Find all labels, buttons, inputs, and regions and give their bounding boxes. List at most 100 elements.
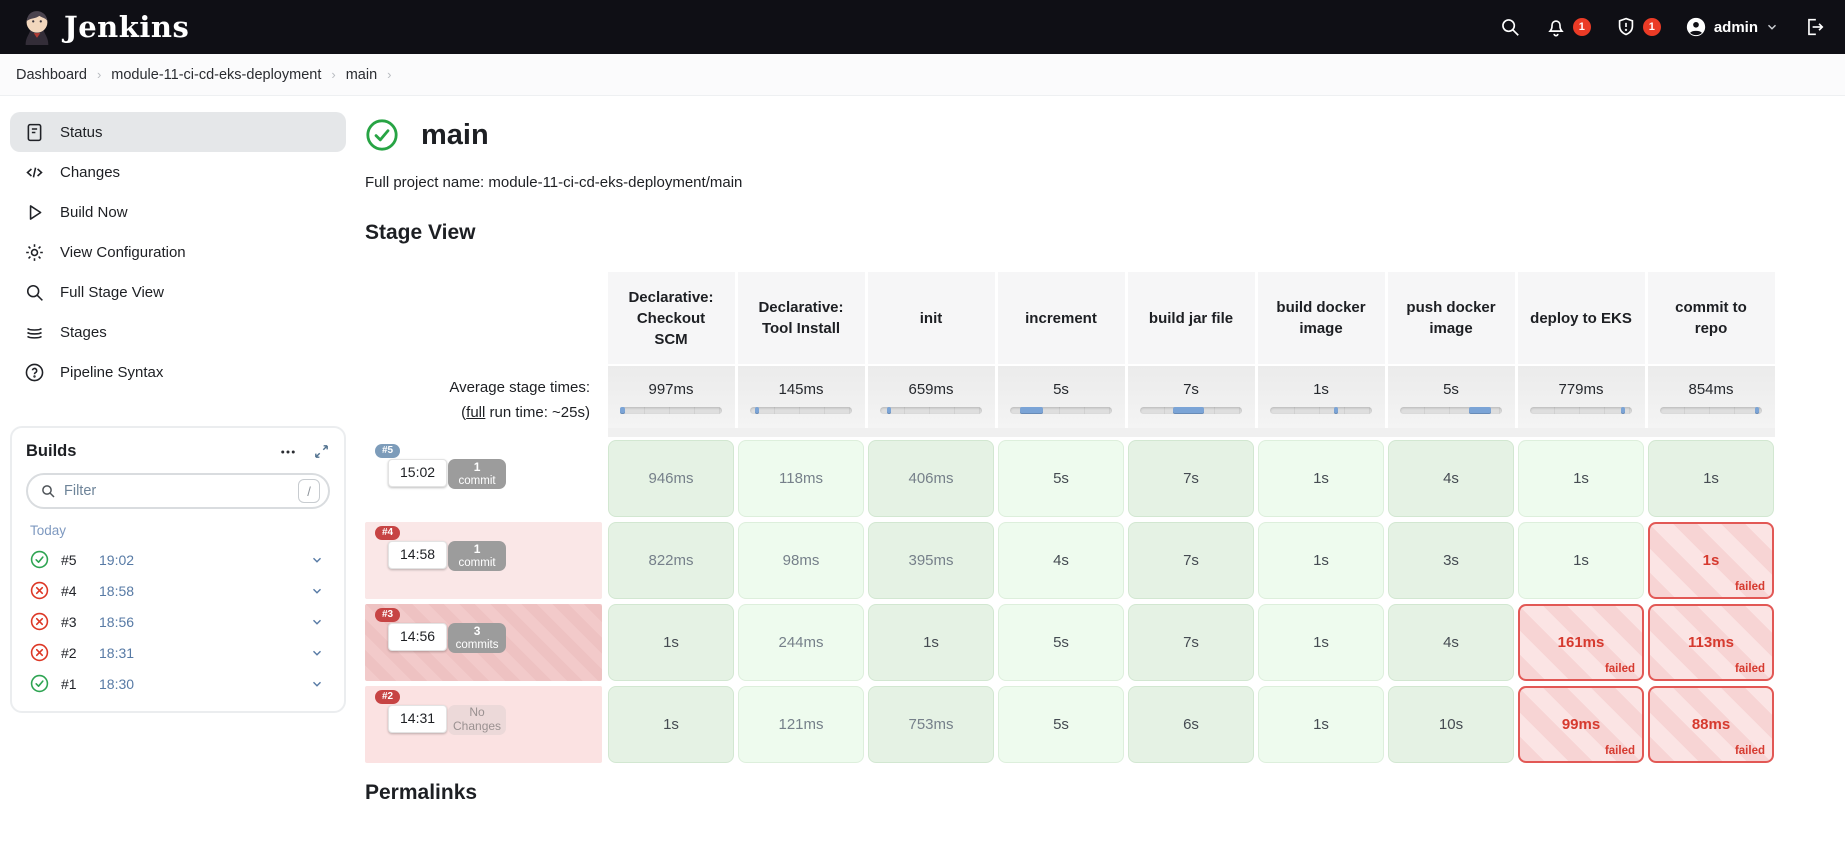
sidebar-item-label: Status (60, 123, 103, 141)
stage-duration: 113ms (1688, 634, 1734, 651)
average-value: 7s (1183, 380, 1199, 398)
filter-input[interactable] (64, 483, 290, 499)
build-item-3[interactable]: #3 18:56 (26, 606, 330, 637)
stage-view-heading: Stage View (365, 221, 476, 244)
failed-label: failed (1734, 581, 1765, 593)
stage-cell[interactable]: 1s (1518, 440, 1644, 517)
chevron-right-icon: › (387, 67, 392, 82)
stage-cell[interactable]: 4s (1388, 440, 1514, 517)
chevron-right-icon: › (331, 67, 336, 82)
stage-cell[interactable]: 4s (998, 522, 1124, 599)
build-row-header[interactable]: #3 14:56 3 commits (365, 604, 602, 681)
stage-cell[interactable]: 6s (1128, 686, 1254, 763)
stage-cell[interactable]: 822ms (608, 522, 734, 599)
build-time-link[interactable]: 19:02 (99, 551, 135, 568)
stage-cell-failed[interactable]: 161ms failed (1518, 604, 1644, 681)
stage-cell[interactable]: 4s (1388, 604, 1514, 681)
stage-cell[interactable]: 118ms (738, 440, 864, 517)
stage-cell[interactable]: 7s (1128, 440, 1254, 517)
chevron-down-icon[interactable] (310, 553, 324, 567)
user-avatar-icon (1685, 16, 1707, 38)
sidebar-item-build-now[interactable]: Build Now (10, 192, 346, 232)
jenkins-home-link[interactable]: Jenkins (20, 8, 189, 46)
sidebar-item-pipeline-syntax[interactable]: Pipeline Syntax (10, 352, 346, 392)
build-time-box: 14:56 (388, 623, 448, 651)
notifications-button[interactable]: 1 (1545, 16, 1591, 38)
stage-cell[interactable]: 98ms (738, 522, 864, 599)
average-cell: 997ms (607, 366, 735, 428)
chevron-down-icon[interactable] (310, 584, 324, 598)
stage-duration: 1s (1573, 470, 1589, 487)
sidebar-item-full-stage-view[interactable]: Full Stage View (10, 272, 346, 312)
sidebar-item-stages[interactable]: Stages (10, 312, 346, 352)
stage-cell[interactable]: 1s (608, 604, 734, 681)
stage-cell[interactable]: 406ms (868, 440, 994, 517)
stage-cell[interactable]: 1s (868, 604, 994, 681)
chevron-down-icon[interactable] (310, 646, 324, 660)
stage-cell[interactable]: 5s (998, 440, 1124, 517)
stage-cell[interactable]: 1s (1258, 522, 1384, 599)
stage-cell[interactable]: 1s (1258, 604, 1384, 681)
stage-duration: 753ms (908, 716, 954, 733)
build-row-header[interactable]: #5 15:02 1 commit (365, 440, 602, 517)
chevron-down-icon[interactable] (310, 677, 324, 691)
build-row-header[interactable]: #4 14:58 1 commit (365, 522, 602, 599)
user-menu[interactable]: admin (1685, 16, 1779, 38)
logout-icon[interactable] (1803, 16, 1825, 38)
stage-cell[interactable]: 753ms (868, 686, 994, 763)
build-item-2[interactable]: #2 18:31 (26, 637, 330, 668)
build-time-link[interactable]: 18:31 (99, 644, 135, 661)
brand-name: Jenkins (64, 10, 190, 44)
breadcrumb-project[interactable]: module-11-ci-cd-eks-deployment (111, 66, 322, 83)
build-time-link[interactable]: 18:30 (99, 675, 135, 692)
stage-cell-failed[interactable]: 88ms failed (1648, 686, 1774, 763)
stage-cell[interactable]: 1s (1258, 440, 1384, 517)
average-value: 779ms (1558, 380, 1604, 398)
sidebar-item-changes[interactable]: Changes (10, 152, 346, 192)
stage-timeline-bar (1140, 406, 1242, 414)
sidebar-item-view-configuration[interactable]: View Configuration (10, 232, 346, 272)
build-item-1[interactable]: #1 18:30 (26, 668, 330, 699)
stage-cell[interactable]: 395ms (868, 522, 994, 599)
sidebar-item-label: Full Stage View (60, 283, 164, 301)
stage-cell[interactable]: 1s (1518, 522, 1644, 599)
expand-icon[interactable] (313, 443, 330, 460)
build-item-4[interactable]: #4 18:58 (26, 575, 330, 606)
stage-cell-failed[interactable]: 113ms failed (1648, 604, 1774, 681)
stage-cell[interactable]: 946ms (608, 440, 734, 517)
stage-cell[interactable]: 3s (1388, 522, 1514, 599)
stage-cell[interactable]: 5s (998, 686, 1124, 763)
security-warnings-button[interactable]: 1 (1615, 16, 1661, 38)
stage-cell[interactable]: 1s (1258, 686, 1384, 763)
stage-cell[interactable]: 1s (1648, 440, 1774, 517)
stage-cell[interactable]: 244ms (738, 604, 864, 681)
stage-header: deploy to EKS (1517, 272, 1645, 364)
build-row-header[interactable]: #2 14:31 No Changes (365, 686, 602, 763)
stage-cell[interactable]: 5s (998, 604, 1124, 681)
search-icon (40, 483, 56, 499)
stage-cell[interactable]: 10s (1388, 686, 1514, 763)
build-time-link[interactable]: 18:56 (99, 613, 135, 630)
stage-cell-failed[interactable]: 99ms failed (1518, 686, 1644, 763)
average-value: 1s (1313, 380, 1329, 398)
build-item-5[interactable]: #5 19:02 (26, 544, 330, 575)
search-icon[interactable] (1499, 16, 1521, 38)
stage-duration: 1s (663, 716, 679, 733)
jenkins-logo-icon (25, 11, 49, 45)
stage-cell[interactable]: 7s (1128, 604, 1254, 681)
stage-cell[interactable]: 121ms (738, 686, 864, 763)
full-run-link[interactable]: full (466, 403, 486, 421)
build-time-link[interactable]: 18:58 (99, 582, 135, 599)
changes-box: 1 commit (448, 541, 507, 571)
stage-cell[interactable]: 7s (1128, 522, 1254, 599)
stage-cell-failed[interactable]: 1s failed (1648, 522, 1774, 599)
breadcrumb-dashboard[interactable]: Dashboard (16, 66, 87, 83)
build-id: #5 (61, 551, 77, 568)
stage-duration: 121ms (778, 716, 824, 733)
kebab-menu-icon[interactable] (279, 443, 297, 461)
sidebar-item-status[interactable]: Status (10, 112, 346, 152)
breadcrumb-branch[interactable]: main (345, 66, 378, 83)
chevron-down-icon[interactable] (310, 615, 324, 629)
sidebar-item-label: Changes (60, 163, 121, 181)
stage-cell[interactable]: 1s (608, 686, 734, 763)
